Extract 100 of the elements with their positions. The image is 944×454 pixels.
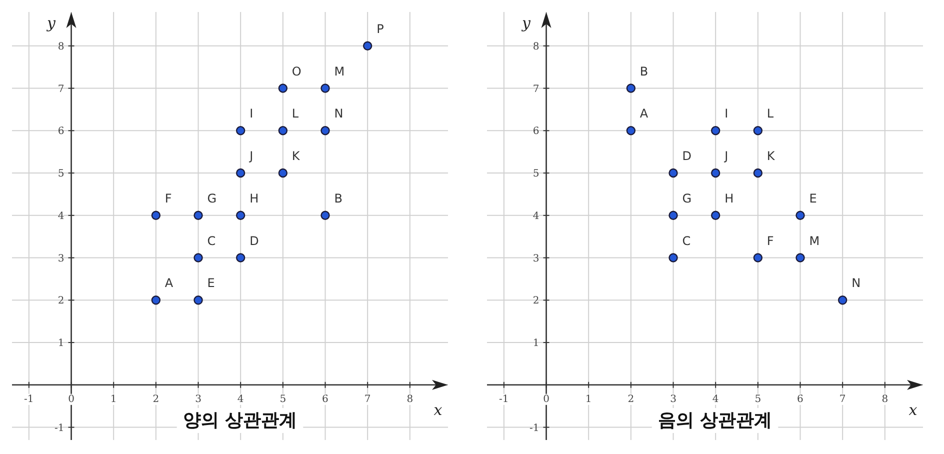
point <box>668 210 678 220</box>
point <box>194 253 203 262</box>
x-axis-title: x <box>434 400 443 419</box>
annotation: E <box>207 276 215 290</box>
annotation: H <box>724 191 734 206</box>
point <box>278 126 288 136</box>
annotation: D <box>250 234 259 248</box>
point <box>753 168 763 178</box>
x-tick-label: 3 <box>195 394 202 405</box>
annotation: M <box>334 64 345 78</box>
y-tick-label: 6 <box>58 126 64 138</box>
x-tick-label: 0 <box>543 394 550 405</box>
point <box>710 168 720 178</box>
annotation: M <box>809 234 820 248</box>
y-tick-label: 7 <box>58 84 64 95</box>
point <box>194 210 203 220</box>
text: 양의 상관관계 <box>182 410 298 431</box>
x-tick-label: 8 <box>882 394 888 405</box>
annotation: F <box>766 234 774 248</box>
annotation: E <box>809 191 817 206</box>
x-tick-label: 8 <box>406 394 414 405</box>
y-tick-label: 5 <box>58 168 64 180</box>
annotation: L <box>766 106 774 121</box>
point <box>753 126 763 136</box>
annotation: H <box>250 191 259 206</box>
y-tick-label: 5 <box>532 168 540 180</box>
y-tick-label: 4 <box>532 210 540 222</box>
point <box>278 168 288 178</box>
annotation: C <box>682 234 691 248</box>
point <box>236 253 246 262</box>
point <box>796 253 805 262</box>
text: 음의 상관관계 <box>658 410 772 431</box>
x-tick-label: 2 <box>628 394 634 405</box>
annotation: F <box>164 191 172 206</box>
x-tick-label: 6 <box>797 394 804 405</box>
y-axis-title: y <box>521 14 532 32</box>
x-tick-label: 4 <box>237 394 244 405</box>
x-tick-label: 6 <box>322 394 328 405</box>
annotation: N <box>334 106 344 121</box>
annotation: A <box>164 276 174 290</box>
point <box>236 210 246 220</box>
y-tick-label: 7 <box>532 84 540 95</box>
annotation: I <box>724 106 728 121</box>
x-tick-label: 1 <box>110 394 117 405</box>
y-tick-label: -1 <box>530 422 540 434</box>
point <box>151 210 161 220</box>
annotation: G <box>207 191 217 206</box>
annotation: J <box>248 149 254 164</box>
x-tick-label: -1 <box>24 394 34 405</box>
y-tick-label: 8 <box>58 41 64 52</box>
point <box>668 253 678 262</box>
point <box>626 126 636 136</box>
point <box>710 210 720 220</box>
x-axis-title: x <box>908 400 918 419</box>
annotation: D <box>682 149 692 164</box>
x-tick-label: 5 <box>754 394 762 405</box>
point <box>320 126 330 136</box>
point <box>710 126 720 136</box>
annotation: C <box>207 234 216 248</box>
annotation: B <box>334 191 342 206</box>
annotation: O <box>292 64 302 78</box>
y-axis-title: y <box>46 14 56 32</box>
x-tick-label: 2 <box>152 394 160 405</box>
x-tick-label: 1 <box>585 394 592 405</box>
x-tick-label: 0 <box>68 394 74 405</box>
x-tick-label: 7 <box>364 394 371 405</box>
y-tick-label: 6 <box>532 126 540 138</box>
annotation: P <box>376 22 384 36</box>
x-tick-label: -1 <box>499 394 509 405</box>
annotation: B <box>640 64 648 78</box>
point <box>278 84 288 93</box>
x-tick-label: 3 <box>670 394 676 405</box>
y-tick-label: 3 <box>532 253 540 264</box>
x-tick-label: 4 <box>712 394 719 405</box>
point <box>796 210 805 220</box>
x-tick-label: 5 <box>280 394 286 405</box>
point <box>236 126 246 136</box>
y-tick-label: 4 <box>58 210 64 222</box>
point <box>236 168 246 178</box>
point <box>753 253 763 262</box>
y-tick-label: -1 <box>54 422 64 434</box>
y-tick-label: 1 <box>58 338 64 350</box>
point <box>838 296 848 305</box>
annotation: N <box>852 276 861 290</box>
annotation: K <box>292 149 301 164</box>
point <box>320 84 330 93</box>
point <box>626 84 636 93</box>
point <box>668 168 678 178</box>
annotation: G <box>682 191 692 206</box>
annotation: L <box>292 106 299 121</box>
y-tick-label: 2 <box>58 296 64 307</box>
annotation: J <box>724 149 728 164</box>
y-tick-label: 1 <box>532 338 540 350</box>
point <box>194 296 203 305</box>
annotation: K <box>766 149 776 164</box>
y-tick-label: 8 <box>532 41 540 52</box>
point <box>151 296 161 305</box>
x-tick-label: 7 <box>839 394 846 405</box>
annotation: A <box>640 106 649 121</box>
y-tick-label: 2 <box>532 296 540 307</box>
